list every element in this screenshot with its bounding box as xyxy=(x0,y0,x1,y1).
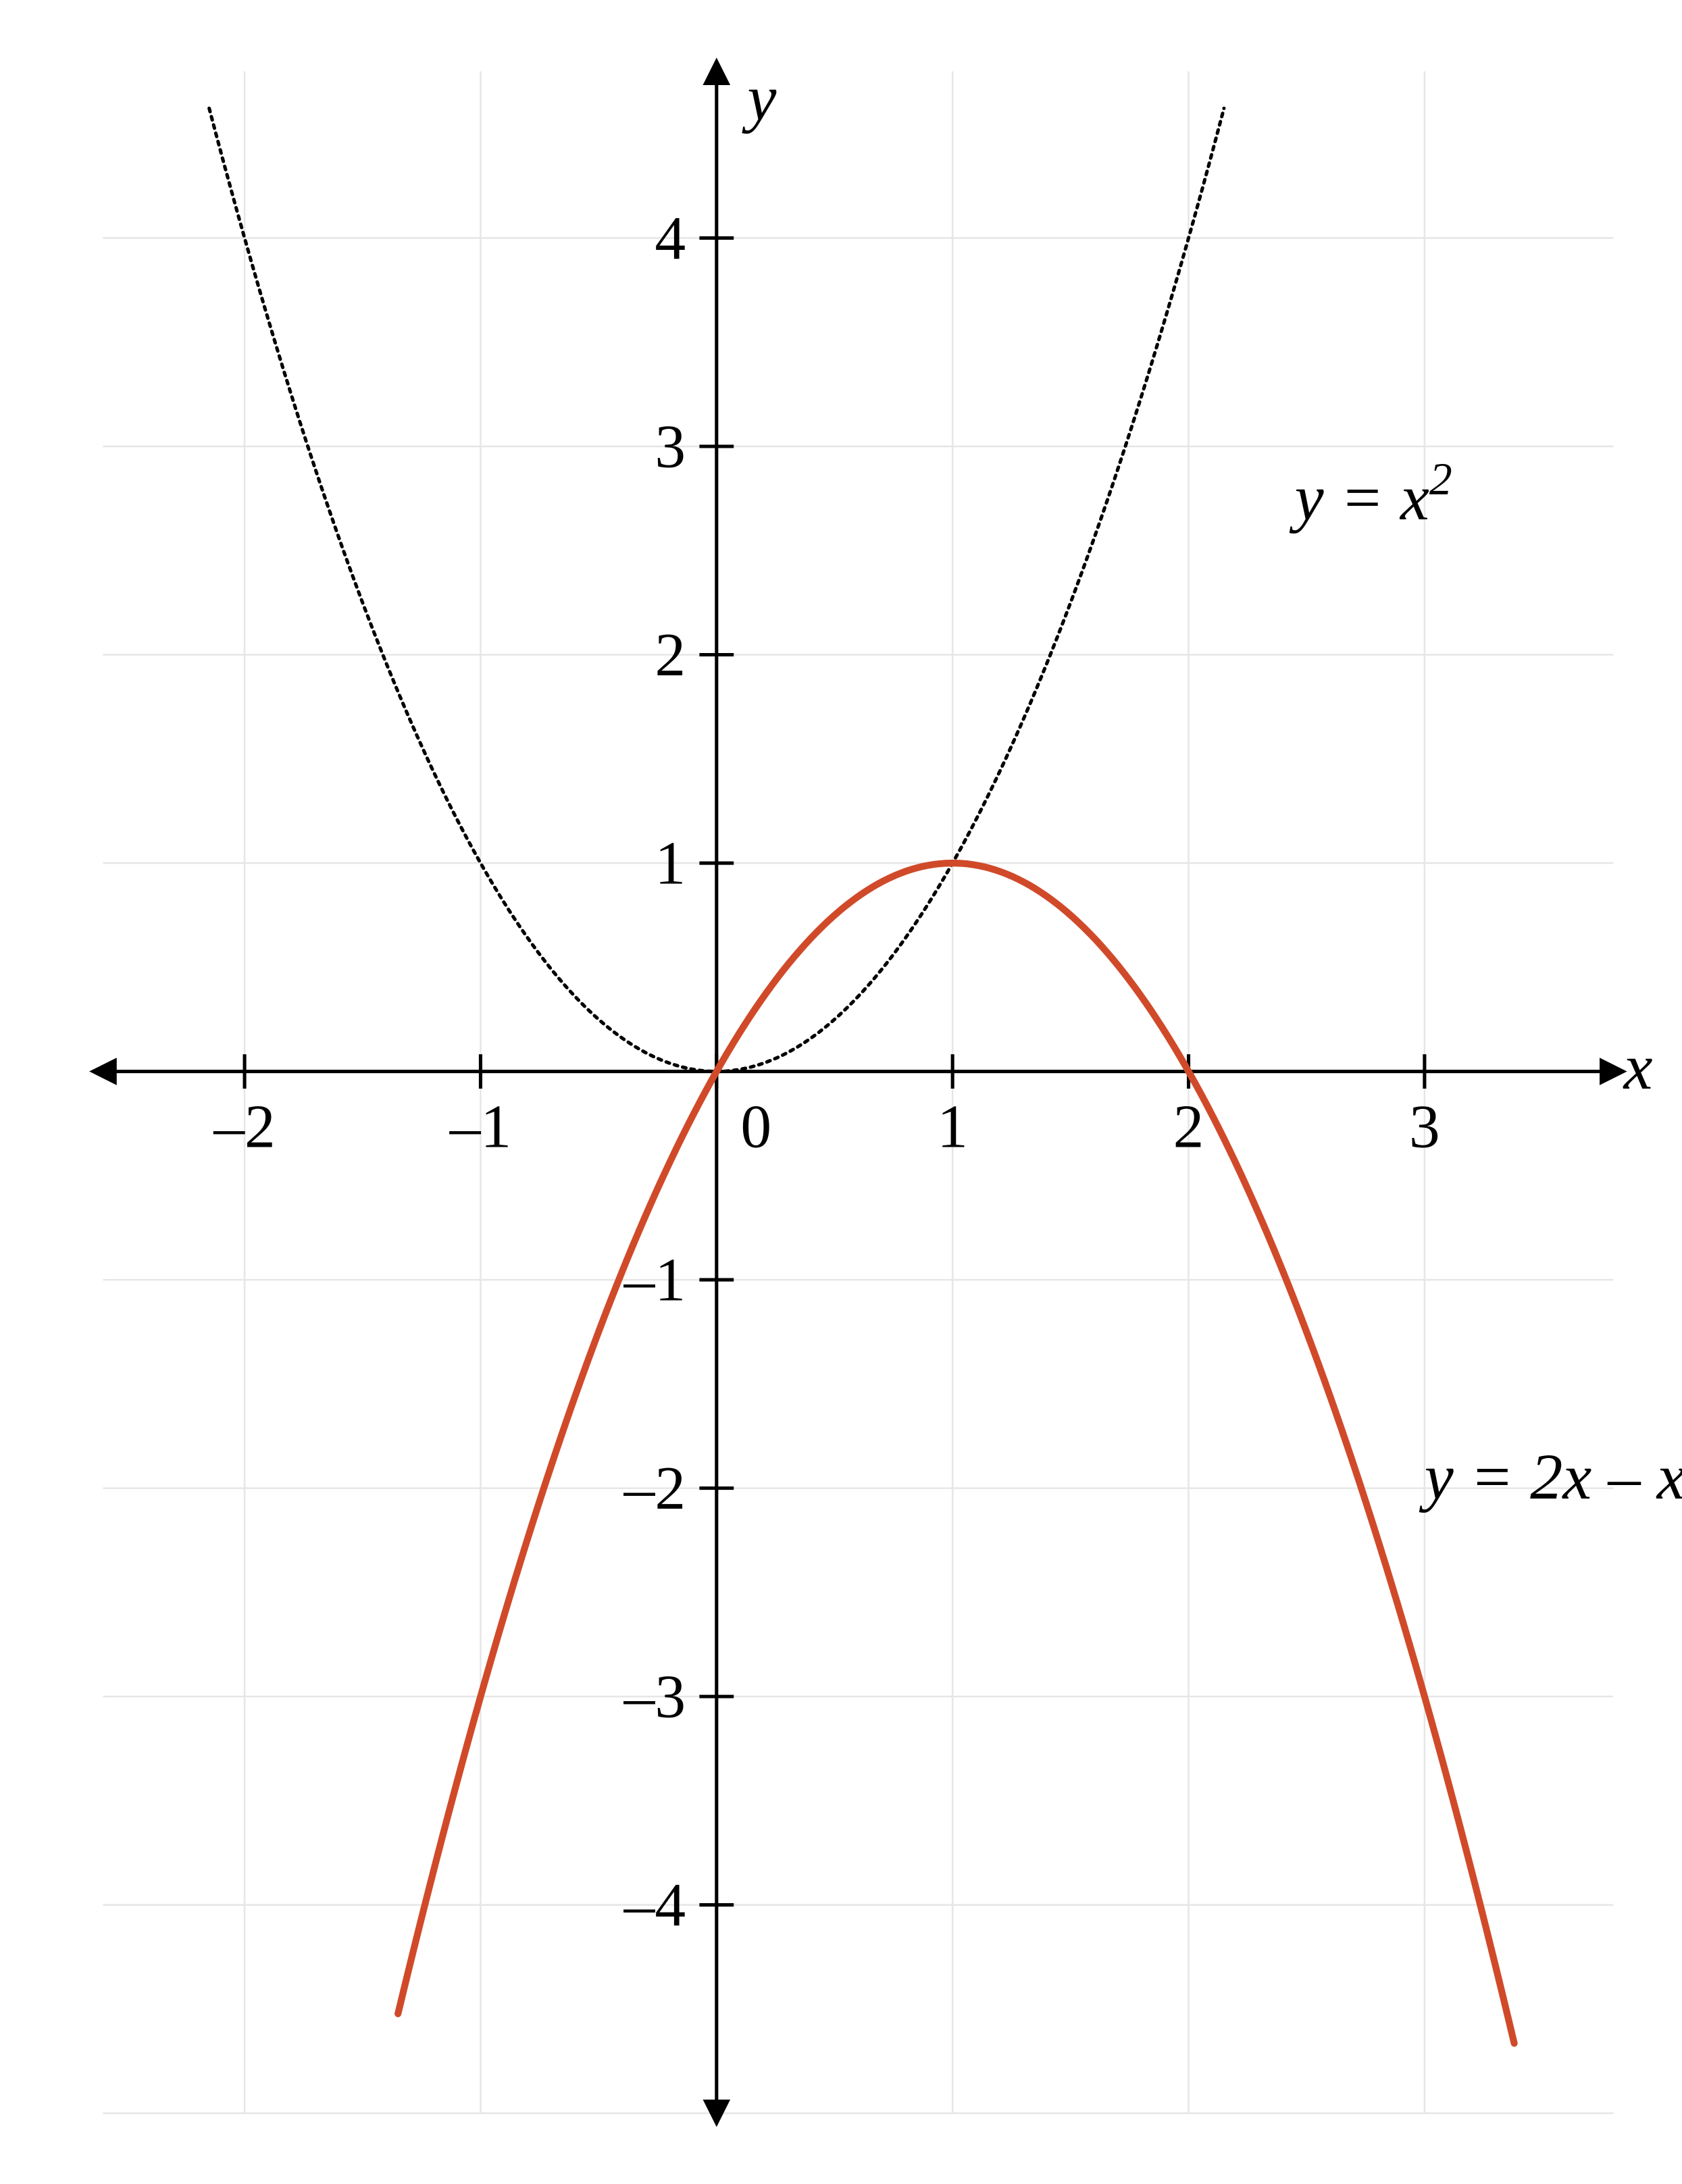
y-tick-label: 2 xyxy=(655,620,686,689)
y-tick-label: 3 xyxy=(655,411,686,480)
y-tick-label: 1 xyxy=(655,828,686,897)
x-tick-label: 0 xyxy=(740,1091,771,1160)
y-tick-label: –3 xyxy=(623,1661,686,1730)
x-axis-label: x xyxy=(1623,1031,1653,1103)
x-tick-label: 1 xyxy=(937,1091,968,1160)
x-tick-label: 2 xyxy=(1173,1091,1204,1160)
curve-label-parabola_up: y = x2 xyxy=(1289,453,1452,533)
y-tick-label: –2 xyxy=(623,1453,686,1522)
y-tick-label: –1 xyxy=(623,1245,686,1314)
curve-label-parabola_down: y = 2x – x2 xyxy=(1419,1432,1682,1513)
x-tick-label: 3 xyxy=(1409,1091,1440,1160)
x-tick-label: –1 xyxy=(449,1091,511,1160)
parabola-chart: –2–10123–4–3–2–11234 xyy = x2y = 2x – x2 xyxy=(0,3,1682,2182)
x-tick-label: –2 xyxy=(213,1091,275,1160)
y-tick-label: 4 xyxy=(655,203,686,272)
chart-container: –2–10123–4–3–2–11234 xyy = x2y = 2x – x2 xyxy=(0,3,1682,2182)
y-tick-label: –4 xyxy=(623,1870,686,1939)
